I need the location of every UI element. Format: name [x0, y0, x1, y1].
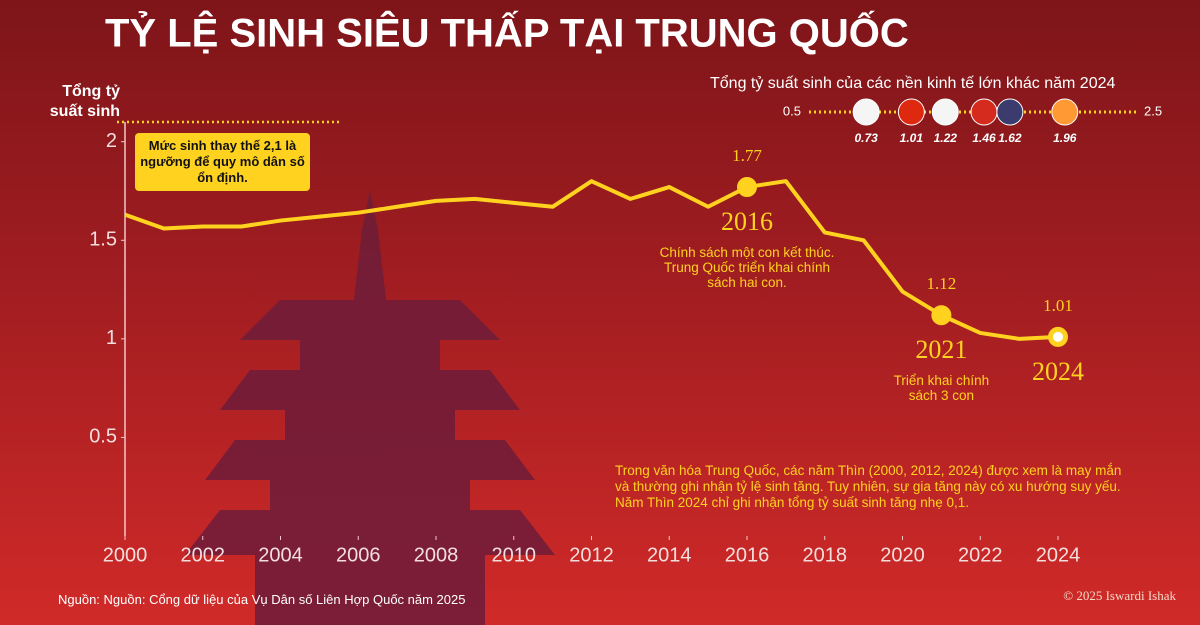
- x-tick-label: 2010: [492, 544, 537, 566]
- annotation-line: Chính sách một con kết thúc.: [659, 245, 835, 261]
- inset-value-label: 1.96: [1053, 131, 1077, 145]
- x-tick-label: 2008: [414, 544, 459, 566]
- credit: © 2025 Iswardi Ishak: [1063, 588, 1176, 603]
- x-tick-label: 2020: [880, 544, 925, 566]
- x-tick-label: 2022: [958, 544, 1003, 566]
- value-label: 1.12: [927, 274, 957, 293]
- inset-marker: [970, 98, 998, 126]
- y-tick-label: 0.5: [89, 426, 117, 448]
- inset-max: 2.5: [1144, 103, 1162, 118]
- annotation-line: Triển khai chính: [893, 373, 990, 389]
- x-tick-label: 2018: [803, 544, 848, 566]
- x-tick-label: 2000: [103, 544, 148, 566]
- inset-value-label: 1.62: [998, 131, 1022, 145]
- pagoda: [185, 190, 555, 625]
- note: Trong văn hóa Trung Quốc, các năm Thìn (…: [615, 463, 1121, 511]
- value-label: 1.77: [732, 146, 762, 165]
- inset-marker: [931, 98, 959, 126]
- annotation-line: sách 3 con: [908, 388, 975, 404]
- highlight-point: [931, 305, 952, 326]
- series-line: [124, 179, 1059, 341]
- highlight-point: [737, 177, 757, 198]
- inset-marker: [996, 98, 1024, 126]
- x-tick-label: 2014: [647, 544, 692, 566]
- inset-min: 0.5: [783, 103, 801, 118]
- inset-title: Tổng tỷ suất sinh của các nền kinh tế lớ…: [710, 75, 1116, 92]
- note-line: và thường ghi nhận tỷ lệ sinh tăng. Tuy …: [615, 479, 1121, 494]
- note-line: Năm Thìn 2024 chỉ ghi nhận tổng tỷ suất …: [615, 495, 969, 510]
- inset-value-label: 1.22: [934, 131, 958, 145]
- inset-marker: [852, 98, 880, 126]
- y-tick-label: 1.5: [89, 229, 117, 251]
- y-tick-label: 1: [106, 327, 117, 349]
- x-tick-label: 2006: [336, 544, 381, 566]
- x-tick-label: 2024: [1036, 544, 1081, 566]
- y-axis-title: Tổng tỷ suất sinh: [49, 83, 120, 120]
- title: TỶ LỆ SINH SIÊU THẤP TẠI TRUNG QUỐC: [105, 10, 909, 56]
- reference-label: Mức sinh thay thế 2,1 là ngưỡng để quy m…: [135, 133, 310, 191]
- value-label: 1.01: [1043, 296, 1073, 315]
- annotation-text: Triển khai chính sách 3 con: [894, 373, 990, 403]
- inset-value-label: 1.01: [900, 131, 924, 145]
- annotation-line: sách hai con.: [707, 275, 787, 291]
- x-tick-label: 2012: [569, 544, 614, 566]
- x-tick-label: 2002: [181, 544, 226, 566]
- highlight-center: [1053, 331, 1063, 342]
- annotation-year: 2016: [721, 207, 773, 236]
- x-tick-label: 2004: [258, 544, 303, 566]
- inset-value-label: 1.46: [972, 131, 996, 145]
- y-tick-label: 2: [106, 130, 117, 152]
- inset-value-label: 0.73: [854, 131, 878, 145]
- note-line: Trong văn hóa Trung Quốc, các năm Thìn (…: [615, 463, 1122, 478]
- inset-marker: [1051, 98, 1079, 126]
- source: Nguồn: Nguồn: Cổng dữ liệu của Vụ Dân số…: [58, 592, 466, 607]
- inset-marker: [897, 98, 925, 126]
- annotation-line: Trung Quốc triển khai chính: [663, 260, 831, 276]
- annotation-year: 2024: [1032, 357, 1084, 386]
- x-tick-label: 2016: [725, 544, 770, 566]
- annotation-year: 2021: [915, 335, 967, 364]
- annotation-text: Chính sách một con kết thúc. Trung Quốc t…: [660, 245, 835, 290]
